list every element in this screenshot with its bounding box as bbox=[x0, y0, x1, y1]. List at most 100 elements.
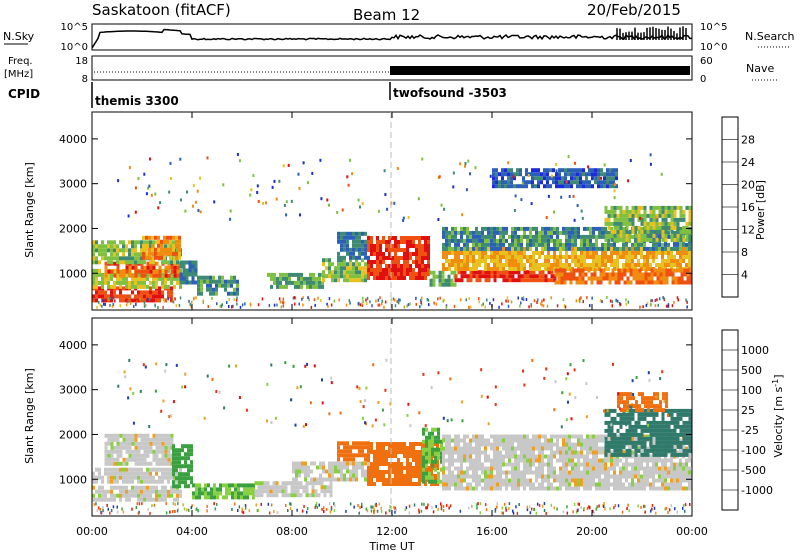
heatmap-cell bbox=[184, 460, 187, 465]
heatmap-cell bbox=[234, 483, 237, 488]
heatmap-cell bbox=[406, 272, 409, 276]
heatmap-cell bbox=[400, 256, 403, 260]
heatmap-speckle bbox=[617, 299, 619, 303]
heatmap-cell bbox=[535, 246, 538, 251]
heatmap-cell bbox=[604, 263, 607, 267]
heatmap-cell bbox=[577, 470, 580, 475]
heatmap-cell bbox=[358, 255, 361, 260]
heatmap-cell bbox=[260, 481, 264, 486]
heatmap-cell bbox=[625, 237, 629, 242]
heatmap-cell bbox=[532, 438, 535, 443]
heatmap-speckle bbox=[646, 302, 649, 305]
heatmap-cell bbox=[367, 244, 370, 248]
heatmap-cell bbox=[388, 470, 391, 474]
heatmap-cell bbox=[152, 280, 155, 285]
heatmap-cell bbox=[499, 466, 502, 471]
heatmap-speckle bbox=[195, 296, 197, 300]
heatmap-cell bbox=[169, 251, 172, 256]
heatmap-cell bbox=[428, 451, 431, 456]
heatmap-cell bbox=[113, 290, 116, 295]
heatmap-cell bbox=[152, 433, 156, 438]
heatmap-cell bbox=[370, 248, 373, 252]
heatmap-speckle bbox=[474, 166, 477, 170]
heatmap-cell bbox=[637, 237, 641, 242]
heatmap-cell bbox=[580, 238, 583, 243]
heatmap-cell bbox=[472, 274, 476, 279]
heatmap-cell bbox=[688, 466, 691, 471]
heatmap-cell bbox=[487, 230, 490, 235]
heatmap-cell bbox=[201, 487, 204, 492]
heatmap-cell bbox=[508, 267, 511, 271]
heatmap-cell bbox=[110, 453, 114, 458]
heatmap-cell bbox=[685, 462, 688, 467]
heatmap-cell bbox=[337, 445, 340, 450]
heatmap-cell bbox=[541, 474, 544, 479]
heatmap-cell bbox=[679, 229, 683, 234]
heatmap-cell bbox=[507, 172, 510, 177]
heatmap-cell bbox=[163, 239, 166, 244]
heatmap-cell bbox=[149, 471, 152, 476]
heatmap-cell bbox=[679, 209, 683, 214]
nsky-trace bbox=[91, 28, 693, 49]
heatmap-speckle bbox=[522, 296, 525, 300]
heatmap-cell bbox=[340, 239, 343, 244]
heatmap-cell bbox=[670, 209, 674, 214]
heatmap-cell bbox=[400, 478, 403, 482]
heatmap-cell bbox=[448, 486, 451, 491]
heatmap-cell bbox=[191, 280, 195, 285]
heatmap-cell bbox=[172, 484, 175, 489]
heatmap-cell bbox=[125, 294, 128, 299]
heatmap-cell bbox=[409, 442, 412, 446]
heatmap-cell bbox=[400, 450, 403, 454]
heatmap-speckle bbox=[459, 162, 462, 166]
heatmap-cell bbox=[502, 226, 505, 231]
heatmap-cell bbox=[218, 279, 221, 284]
heatmap-speckle bbox=[484, 305, 486, 309]
heatmap-cell bbox=[543, 176, 546, 181]
heatmap-cell bbox=[158, 265, 162, 270]
heatmap-cell bbox=[685, 205, 689, 210]
heatmap-cell bbox=[598, 486, 601, 491]
heatmap-cell bbox=[403, 236, 406, 240]
heatmap-cell bbox=[334, 270, 337, 275]
heatmap-cell bbox=[544, 238, 547, 243]
heatmap-cell bbox=[249, 491, 252, 496]
heatmap-cell bbox=[409, 454, 412, 458]
heatmap-cell bbox=[600, 184, 603, 189]
heatmap-cell bbox=[688, 205, 692, 210]
heatmap-cell bbox=[574, 251, 577, 255]
heatmap-cell bbox=[589, 438, 592, 443]
heatmap-cell bbox=[670, 205, 674, 210]
heatmap-cell bbox=[541, 434, 544, 439]
heatmap-cell bbox=[564, 176, 567, 181]
heatmap-cell bbox=[403, 268, 406, 272]
heatmap-cell bbox=[585, 176, 588, 181]
heatmap-speckle bbox=[550, 174, 553, 178]
heatmap-cell bbox=[680, 276, 684, 281]
heatmap-cell bbox=[644, 280, 648, 285]
heatmap-cell bbox=[412, 482, 415, 486]
heatmap-cell bbox=[516, 172, 519, 177]
heatmap-cell bbox=[596, 280, 600, 285]
heatmap-cell bbox=[213, 487, 216, 492]
heatmap-cell bbox=[425, 475, 428, 480]
heatmap-cell bbox=[391, 264, 394, 268]
heatmap-speckle bbox=[148, 298, 151, 302]
heatmap-speckle bbox=[256, 191, 259, 194]
heatmap-cell bbox=[617, 280, 621, 285]
heatmap-cell bbox=[673, 466, 676, 471]
heatmap-cell bbox=[602, 272, 606, 277]
heatmap-cell bbox=[578, 268, 582, 273]
heatmap-cell bbox=[667, 259, 670, 263]
heatmap-cell bbox=[445, 458, 448, 463]
heatmap-cell bbox=[95, 479, 98, 484]
heatmap-cell bbox=[379, 454, 382, 458]
heatmap-cell bbox=[508, 234, 511, 239]
heatmap-cell bbox=[460, 438, 463, 443]
heatmap-cell bbox=[409, 268, 412, 272]
heatmap-speckle bbox=[507, 161, 510, 165]
heatmap-cell bbox=[403, 272, 406, 276]
heatmap-cell bbox=[604, 237, 608, 242]
heatmap-cell bbox=[301, 469, 304, 474]
heatmap-cell bbox=[184, 480, 187, 485]
